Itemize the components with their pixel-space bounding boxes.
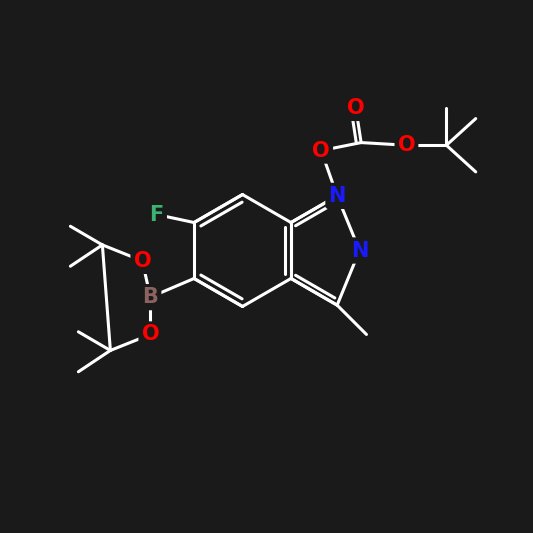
Text: B: B — [142, 287, 158, 307]
Text: N: N — [351, 240, 368, 261]
Text: O: O — [142, 325, 159, 344]
Text: F: F — [150, 205, 164, 224]
Text: O: O — [134, 251, 151, 271]
Text: O: O — [347, 98, 365, 118]
Text: O: O — [398, 135, 415, 155]
Text: O: O — [312, 141, 330, 160]
Text: N: N — [328, 186, 346, 206]
